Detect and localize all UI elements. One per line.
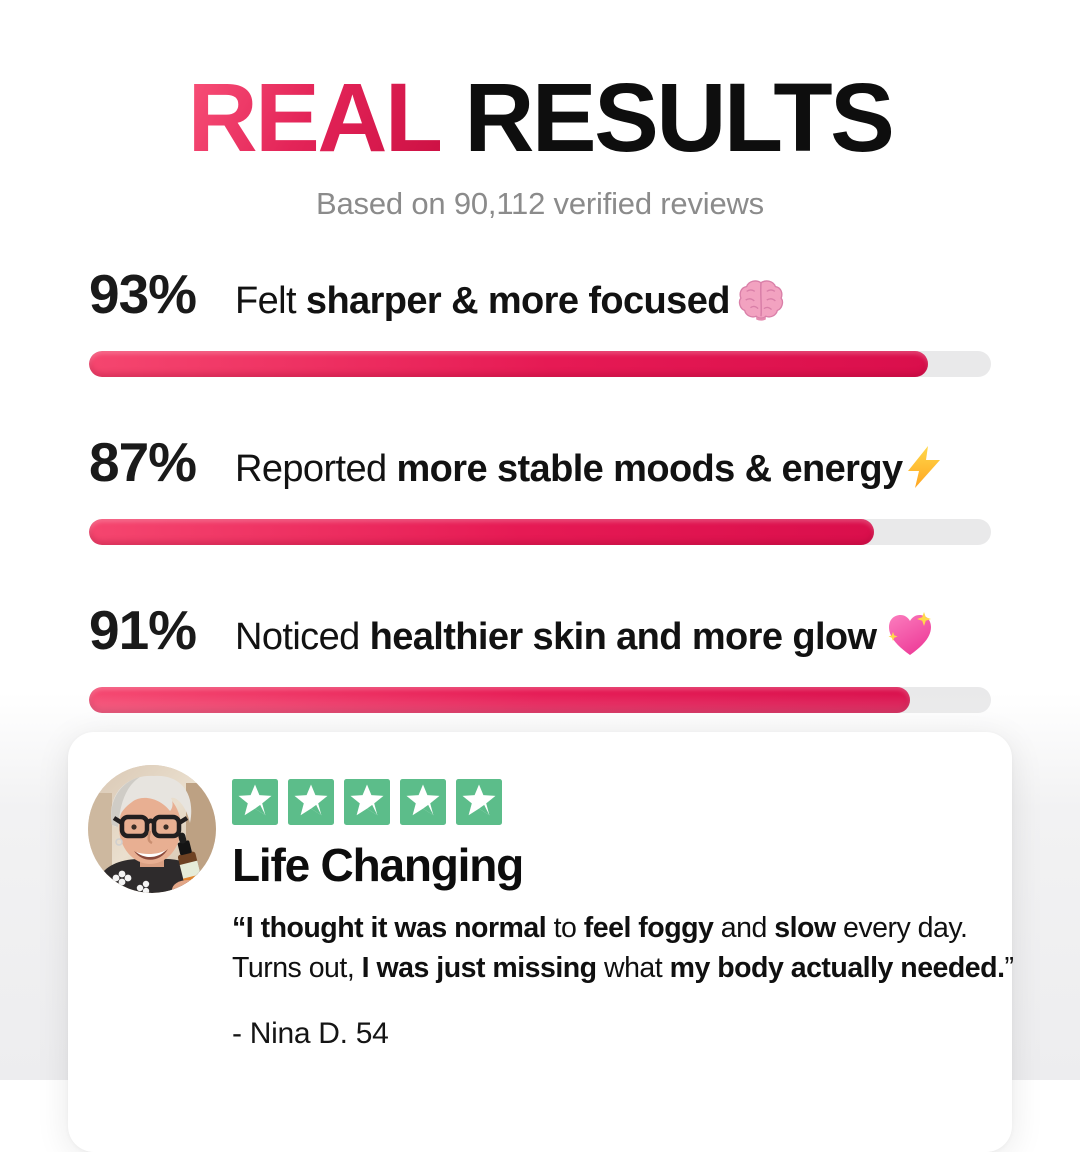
trustpilot-star-icon [232, 779, 278, 825]
review-title: Life Changing [232, 839, 524, 891]
stat-row-moods: 87% Reported more stable moods & energy [89, 430, 991, 546]
progress-bar-track [89, 519, 991, 546]
page-title: REAL RESULTS [0, 69, 1080, 166]
stat-percent: 93% [89, 263, 197, 326]
progress-bar-track [89, 351, 991, 378]
stat-label: Noticed healthier skin and more glow [235, 610, 936, 659]
header: REAL RESULTS Based on 90,112 verified re… [0, 0, 1080, 222]
review-section-backdrop: Life Changing “I thought it was normal t… [0, 692, 1080, 1152]
stat-percent: 87% [89, 431, 197, 494]
stats-section: 93% Felt sharper & more focused 87% Repo… [0, 262, 1080, 714]
trustpilot-star-icon [456, 779, 502, 825]
stat-label: Felt sharper & more focused [235, 278, 784, 323]
title-rest-word: RESULTS [439, 63, 895, 172]
progress-bar-fill [89, 519, 874, 546]
brain-icon [738, 280, 783, 321]
stat-row-focus: 93% Felt sharper & more focused [89, 262, 991, 378]
review-card: Life Changing “I thought it was normal t… [68, 732, 1014, 1152]
review-content: Life Changing “I thought it was normal t… [232, 765, 1014, 1152]
stat-label: Reported more stable moods & energy [235, 444, 944, 491]
reviewer-name: - Nina D. 54 [232, 1016, 389, 1050]
trustpilot-star-icon [288, 779, 334, 825]
review-count-subtitle: Based on 90,112 verified reviews [316, 186, 764, 222]
progress-bar-fill [89, 351, 928, 378]
trustpilot-star-icon [344, 779, 390, 825]
title-accent-word: REAL [187, 63, 443, 172]
five-star-rating [232, 779, 1013, 825]
trustpilot-star-icon [400, 779, 446, 825]
reviewer-avatar [88, 765, 216, 893]
sparkling-heart-icon [888, 612, 932, 656]
lightning-bolt-icon [908, 446, 941, 489]
review-quote: “I thought it was normal to feel foggy a… [232, 912, 1014, 985]
stat-percent: 91% [89, 599, 197, 662]
